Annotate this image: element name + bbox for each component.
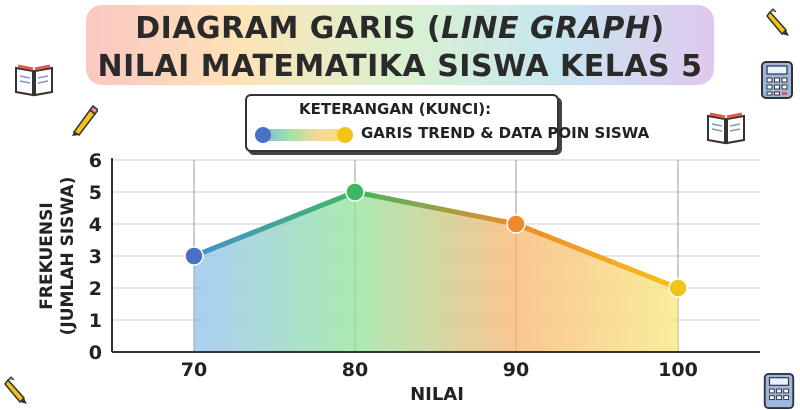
y-axis-label: (JUMLAH SISWA) — [58, 177, 78, 336]
chart-subtitle: NILAI MATEMATIKA SISWA KELAS 5 — [97, 49, 703, 84]
y-tick-label: 0 — [89, 342, 102, 364]
x-tick-label: 80 — [342, 359, 368, 381]
y-tick-label: 1 — [89, 310, 102, 332]
x-tick-label: 90 — [503, 359, 529, 381]
pencil-icon — [72, 104, 98, 136]
legend-gradient-swatch — [259, 129, 349, 141]
y-axis-label: FREKUENSI — [37, 202, 57, 309]
x-tick-label: 100 — [658, 359, 698, 381]
x-tick-label: 70 — [181, 359, 207, 381]
y-tick-label: 3 — [89, 246, 102, 268]
pencil-icon — [766, 8, 789, 36]
title-banner: DIAGRAM GARIS (LINE GRAPH) NILAI MATEMAT… — [86, 5, 714, 85]
y-tick-label: 5 — [89, 182, 102, 204]
legend-start-dot — [255, 127, 271, 143]
y-tick-label: 4 — [89, 214, 102, 236]
legend-label: GARIS TREND & DATA POIN SISWA — [361, 124, 650, 142]
pencil-icon — [4, 376, 27, 404]
calculator-icon — [763, 372, 795, 410]
book-icon — [15, 64, 53, 97]
legend-end-dot — [337, 127, 353, 143]
area-fill — [194, 192, 678, 352]
data-point — [345, 182, 365, 202]
legend-title: KETERANGAN (KUNCI): — [299, 100, 492, 118]
y-tick-label: 2 — [89, 278, 102, 300]
chart-title: DIAGRAM GARIS (LINE GRAPH) — [135, 11, 665, 46]
data-point — [184, 246, 204, 266]
calculator-icon — [761, 61, 793, 99]
book-icon — [707, 112, 745, 145]
y-tick-label: 6 — [89, 150, 102, 172]
series-line — [191, 189, 681, 291]
x-axis-label: NILAI — [410, 384, 464, 405]
data-point — [506, 214, 526, 234]
data-point — [668, 278, 688, 298]
legend: KETERANGAN (KUNCI): GARIS TREND & DATA P… — [245, 94, 649, 152]
